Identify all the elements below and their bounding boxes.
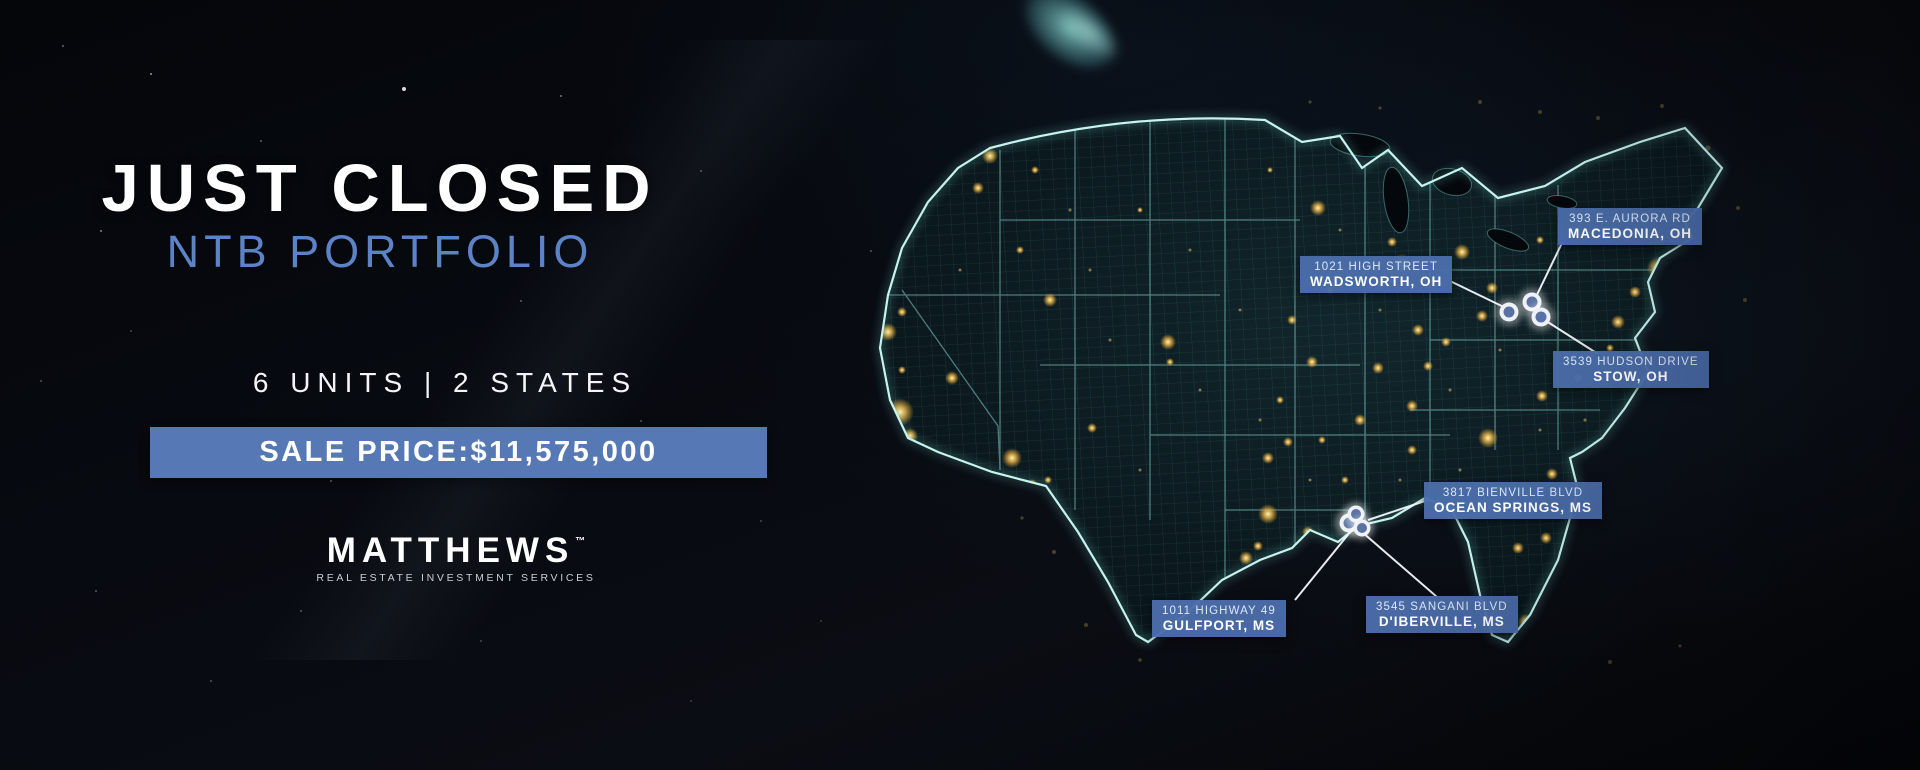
brand-wordmark: MATTHEWS™ (306, 533, 606, 568)
label-address: 1021 HIGH STREET (1314, 261, 1438, 273)
map-label-macedonia-oh: 393 E. AURORA RD MACEDONIA, OH (1558, 208, 1702, 245)
label-city: D'IBERVILLE, MS (1378, 614, 1505, 629)
label-city: OCEAN SPRINGS, MS (1434, 500, 1593, 515)
trademark-symbol: ™ (575, 536, 586, 547)
brand-tagline: REAL ESTATE INVESTMENT SERVICES (316, 572, 596, 584)
sale-price-banner: SALE PRICE:$11,575,000 (150, 427, 767, 478)
label-city: STOW, OH (1593, 369, 1669, 384)
map-label-gulfport-ms: 1011 HIGHWAY 49 GULFPORT, MS (1152, 600, 1286, 637)
portfolio-name: NTB PORTFOLIO (166, 226, 594, 277)
star-field (0, 0, 2, 2)
label-city: GULFPORT, MS (1162, 618, 1276, 633)
headline-just-closed: JUST CLOSED (101, 151, 659, 226)
label-city: MACEDONIA, OH (1568, 226, 1692, 241)
label-address: 1011 HIGHWAY 49 (1162, 605, 1276, 617)
map-label-wadsworth-oh: 1021 HIGH STREET WADSWORTH, OH (1300, 256, 1453, 293)
label-city: WADSWORTH, OH (1310, 274, 1443, 289)
label-address: 3545 SANGANI BLVD (1376, 601, 1508, 613)
map-label-diberville-ms: 3545 SANGANI BLVD D'IBERVILLE, MS (1366, 596, 1518, 633)
brand-name-text: MATTHEWS (326, 531, 575, 570)
label-address: 3539 HUDSON DRIVE (1563, 356, 1699, 368)
matthews-logo: MATTHEWS™ REAL ESTATE INVESTMENT SERVICE… (306, 533, 606, 584)
units-states-line: 6 UNITS | 2 STATES (252, 367, 638, 398)
label-address: 393 E. AURORA RD (1569, 213, 1691, 225)
map-label-stow-oh: 3539 HUDSON DRIVE STOW, OH (1553, 351, 1709, 388)
map-label-ocean-springs-ms: 3817 BIENVILLE BLVD OCEAN SPRINGS, MS (1424, 482, 1603, 519)
label-address: 3817 BIENVILLE BLVD (1442, 487, 1584, 499)
